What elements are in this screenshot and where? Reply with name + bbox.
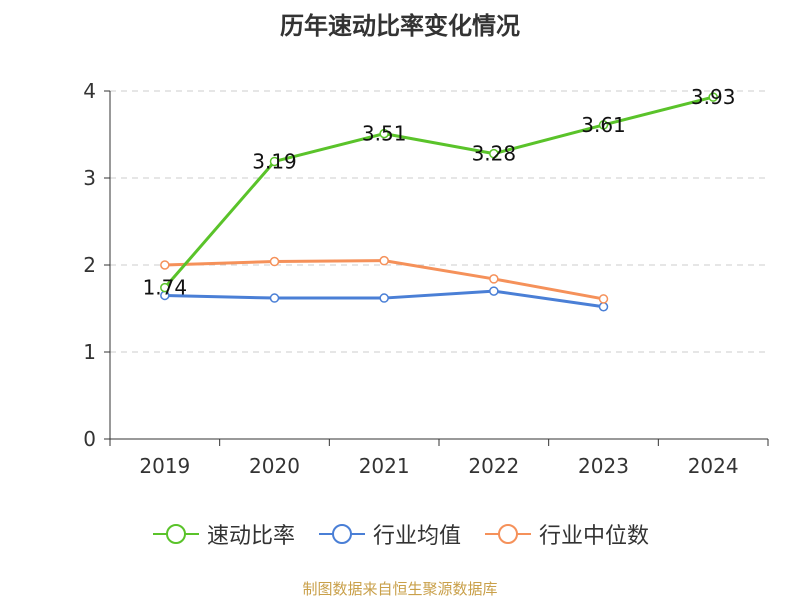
data-point: [160, 282, 170, 293]
legend-swatch-industry-mean: [318, 524, 365, 544]
data-point: [489, 274, 499, 284]
data-point: [708, 92, 718, 102]
data-point: [489, 286, 499, 296]
chart-title: 历年速动比率变化情况: [280, 12, 520, 40]
data-point: [269, 256, 280, 267]
data-point: [269, 293, 280, 303]
series-line-0: [163, 95, 714, 289]
x-tick-label: 2023: [578, 454, 629, 478]
legend-label-quick-ratio: 速动比率: [206, 524, 295, 549]
legend-item-quick-ratio[interactable]: 速动比率: [151, 518, 295, 550]
series-line-2: [164, 259, 604, 301]
y-tick-label: 3: [83, 166, 96, 190]
data-point: [379, 293, 389, 303]
data-point: [379, 128, 389, 139]
legend-swatch-industry-median: [485, 524, 531, 544]
y-tick-label: 1: [83, 340, 96, 364]
data-point: [598, 120, 609, 130]
data-label: 3.93: [691, 85, 736, 109]
data-label: 3.61: [581, 113, 626, 137]
x-tick-label: 2021: [359, 454, 410, 478]
data-point: [160, 260, 170, 270]
legend-swatch-quick-ratio: [152, 524, 199, 544]
data-label: 3.19: [252, 149, 297, 173]
data-label: 1.74: [143, 276, 188, 300]
data-point: [598, 302, 609, 312]
legend-item-industry-mean[interactable]: 行业均值: [317, 518, 461, 550]
x-tick-label: 2020: [249, 454, 300, 478]
x-tick-label: 2024: [688, 454, 739, 478]
data-point: [489, 148, 499, 159]
legend-item-industry-median[interactable]: 行业中位数: [483, 518, 649, 550]
data-point: [598, 294, 609, 304]
legend-label-industry-median: 行业中位数: [539, 524, 650, 549]
data-point: [379, 255, 389, 266]
y-tick-label: 2: [83, 253, 96, 277]
x-tick-label: 2022: [468, 454, 519, 478]
data-label: 3.28: [472, 142, 517, 166]
data-point: [269, 156, 280, 167]
chart-legend: 速动比率 行业均值 行业中位数: [0, 518, 800, 550]
x-tick-label: 2019: [139, 454, 190, 478]
data-source-note: 制图数据来自恒生聚源数据库: [302, 580, 498, 598]
legend-label-industry-mean: 行业均值: [372, 524, 461, 549]
y-tick-label: 4: [83, 79, 96, 103]
data-label: 3.51: [362, 122, 407, 146]
y-tick-label: 0: [83, 427, 96, 451]
